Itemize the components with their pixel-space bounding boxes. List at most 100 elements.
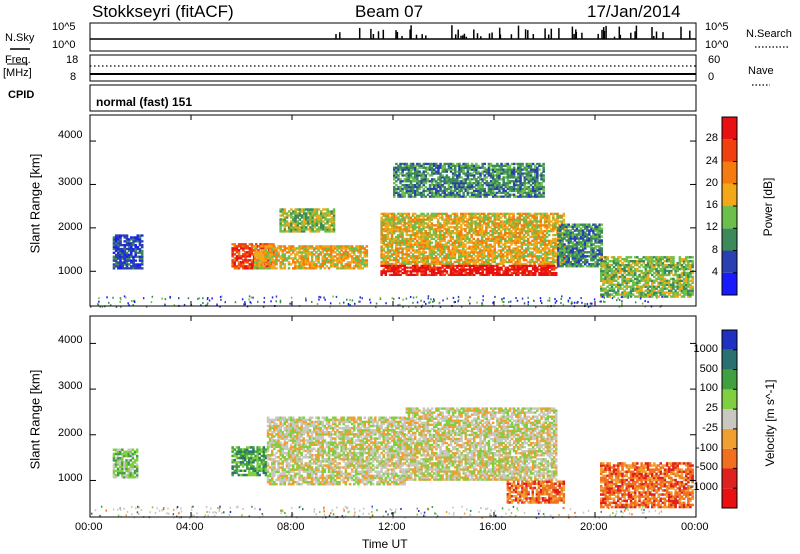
heatmap-cell [397,255,400,258]
heatmap-cell [117,251,120,254]
heatmap-cell [327,261,331,264]
heatmap-cell [466,226,469,229]
heatmap-cell [519,166,522,169]
heatmap-cell [290,208,293,211]
heatmap-cell [581,265,585,268]
heatmap-cell [466,172,470,175]
heatmap-cell [510,241,513,244]
heatmap-cell [550,220,553,223]
heatmap-cell [588,225,591,228]
heatmap-cell [521,189,524,193]
heatmap-cell [540,164,543,167]
heatmap-cell [320,222,323,225]
heatmap-cell [403,247,406,250]
heatmap-cell [395,174,398,177]
heatmap-cell [432,237,436,241]
heatmap-cell [336,249,339,252]
heatmap-cell [496,182,499,185]
heatmap-cell [468,266,472,269]
heatmap-cell [545,251,549,254]
heatmap-cell [401,239,404,242]
heatmap-cell [579,263,583,266]
heatmap-cell [449,270,453,273]
heatmap-cell [300,226,304,229]
heatmap-cell [401,272,404,275]
heatmap-cell [350,259,354,262]
heatmap-cell [557,227,560,230]
heatmap-cell [283,245,287,248]
heatmap-cell [397,253,400,256]
heatmap-cell [552,224,555,227]
heatmap-cell [464,228,467,231]
heatmap-cell [497,224,501,227]
heatmap-cell [533,212,536,215]
heatmap-cell [441,189,444,193]
heatmap-cell [447,253,450,256]
heatmap-cell [485,214,488,217]
heatmap-cell [535,251,538,254]
heatmap-cell [422,260,425,264]
heatmap-cell [233,249,236,252]
heatmap-cell [279,222,282,225]
heatmap-cell [451,272,455,275]
heatmap-cell [581,253,585,256]
heatmap-cell [500,195,503,198]
heatmap-cell [592,243,595,246]
heatmap-cell [581,261,585,264]
heatmap-cell [464,233,467,237]
heatmap-cell [563,225,566,228]
heatmap-cell [558,224,561,227]
heatmap-cell [464,220,467,223]
heatmap-cell [409,168,413,171]
heatmap-cell [138,242,142,245]
heatmap-cell [495,230,499,233]
heatmap-cell [307,208,310,211]
heatmap-cell [569,237,572,240]
heatmap-cell [407,180,411,183]
heatmap-cell [449,264,453,267]
heatmap-cell [401,168,404,171]
heatmap-cell [445,189,449,193]
heatmap-cell [575,233,579,236]
heatmap-cell [536,166,539,169]
heatmap-cell [573,243,577,246]
heatmap-cell [456,178,459,181]
heatmap-cell [449,266,453,269]
heatmap-cell [418,216,421,219]
heatmap-cell [487,255,490,258]
heatmap-cell [283,253,287,256]
heatmap-cell [457,243,461,246]
heatmap-cell [456,170,459,173]
heatmap-cell [117,257,120,260]
heatmap-cell [514,241,517,244]
heatmap-cell [453,249,457,252]
heatmap-cell [472,237,475,241]
heatmap-cell [416,272,419,275]
heatmap-cell [531,180,535,183]
heatmap-cell [413,260,417,264]
heatmap-cell [384,270,388,273]
heatmap-cell [329,245,333,248]
heatmap-cell [510,185,514,189]
heatmap-cell [489,216,492,219]
heatmap-cell [434,243,438,246]
heatmap-cell [506,270,510,273]
heatmap-cell [359,245,362,248]
heatmap-cell [422,251,425,254]
heatmap-cell [395,187,398,191]
heatmap-cell [506,266,510,269]
heatmap-cell [428,245,432,248]
heatmap-cell [468,185,472,189]
heatmap-cell [470,191,474,194]
heatmap-cell [308,267,312,270]
heatmap-cell [468,184,472,187]
heatmap-cell [563,251,566,254]
heatmap-cell [476,239,480,242]
heatmap-cell [495,241,499,244]
heatmap-cell [498,272,501,275]
heatmap-cell [560,214,563,217]
heatmap-cell [264,249,268,252]
heatmap-cell [308,247,312,250]
heatmap-cell [449,170,453,173]
heatmap-cell [477,180,480,183]
